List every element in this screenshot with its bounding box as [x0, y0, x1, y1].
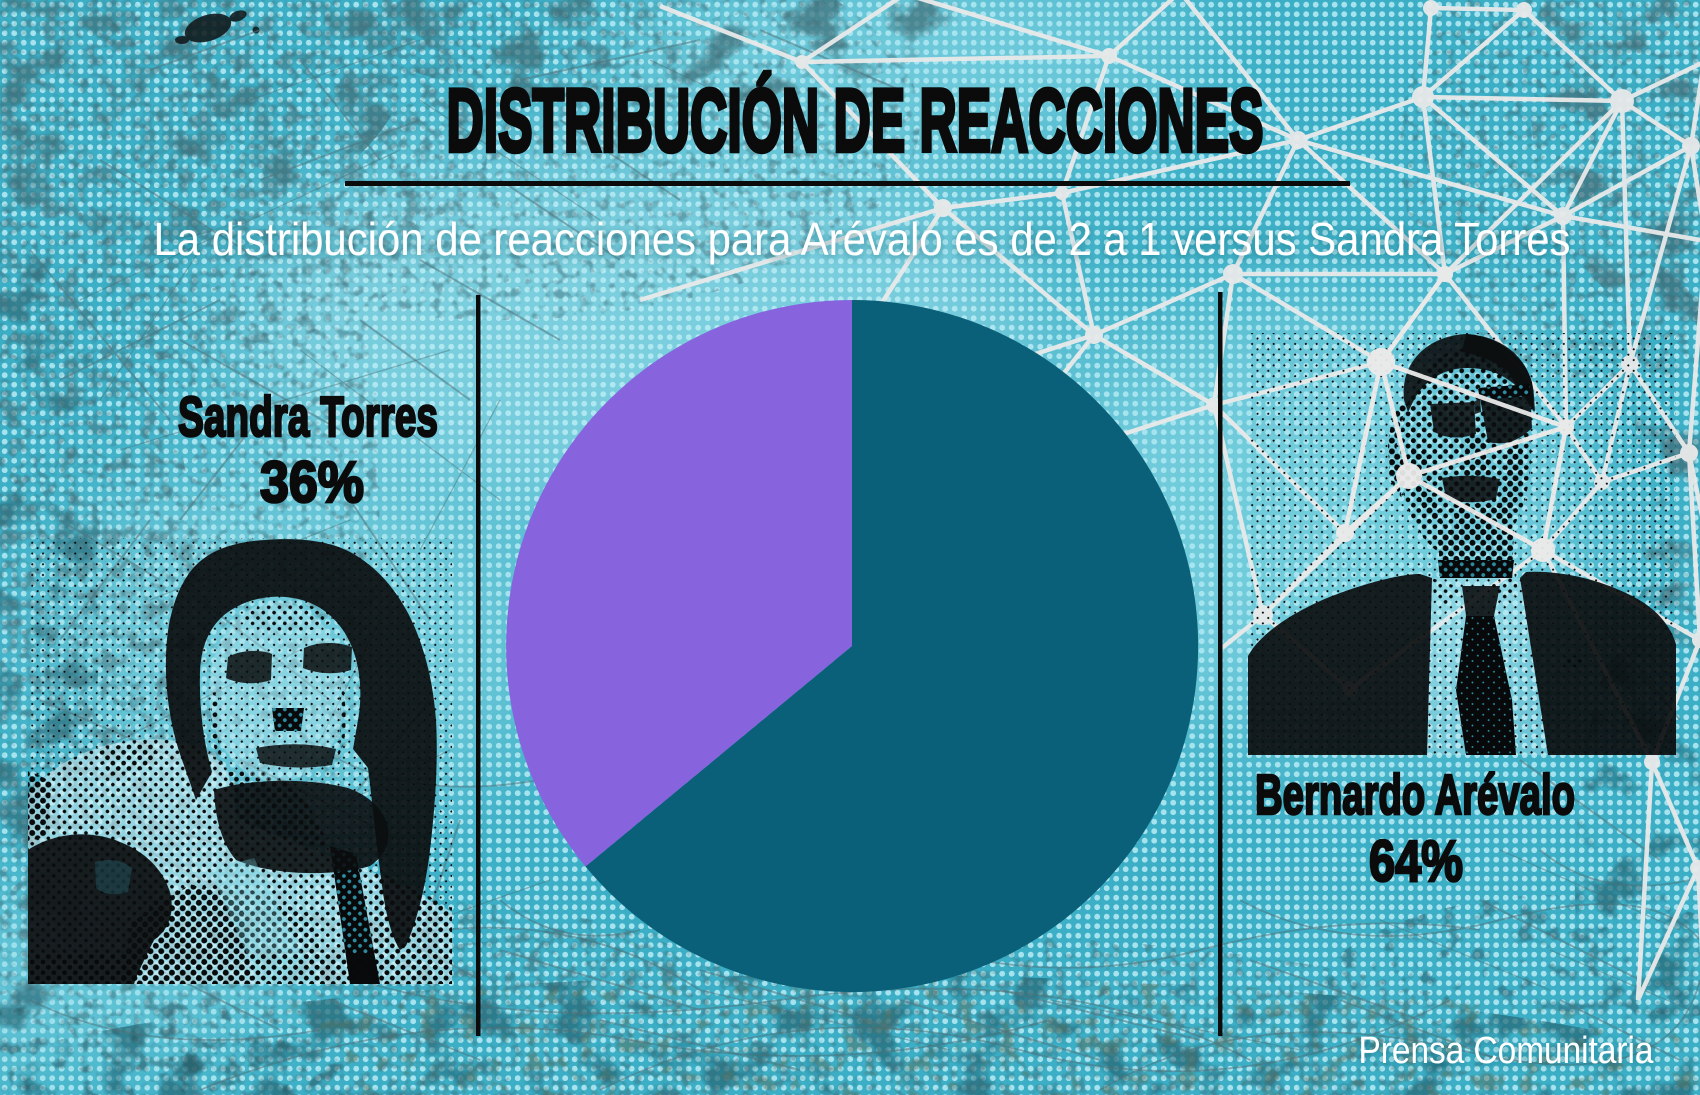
svg-text:36%: 36% [260, 450, 364, 515]
svg-text:DISTRIBUCIÓN DE REACCIONES: DISTRIBUCIÓN DE REACCIONES [447, 70, 1264, 170]
svg-text:La distribución de reacciones: La distribución de reacciones para Aréva… [154, 213, 1571, 265]
svg-text:64%: 64% [1369, 829, 1463, 894]
svg-text:Sandra Torres: Sandra Torres [178, 385, 438, 449]
svg-text:Bernardo Arévalo: Bernardo Arévalo [1255, 763, 1575, 827]
svg-text:Prensa Comunitaria: Prensa Comunitaria [1359, 1030, 1655, 1072]
